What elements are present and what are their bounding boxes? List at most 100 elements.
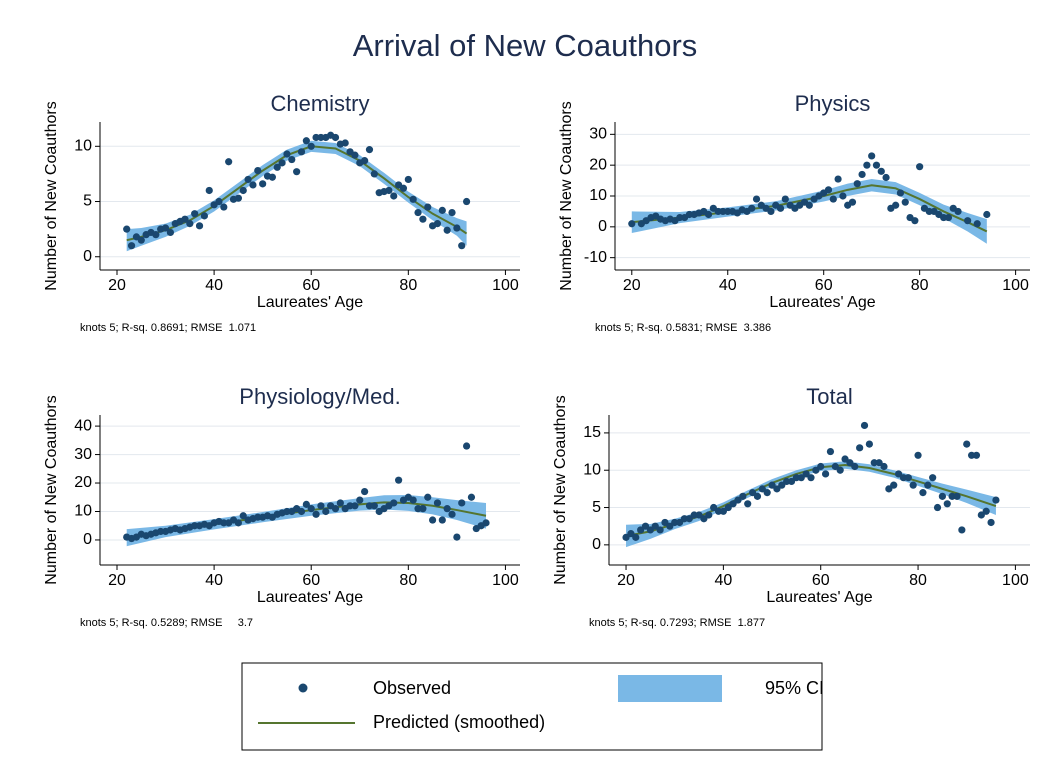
- observed-point: [409, 195, 417, 203]
- observed-point: [399, 184, 408, 192]
- y-tick-label: 15: [583, 424, 601, 441]
- observed-point: [821, 470, 830, 478]
- observed-point: [273, 163, 281, 171]
- observed-point: [200, 212, 208, 220]
- x-tick-label: 40: [205, 277, 223, 294]
- y-tick-label: -10: [584, 249, 607, 266]
- y-tick-label: 0: [592, 536, 601, 553]
- x-tick-label: 80: [399, 572, 417, 589]
- x-tick-label: 20: [108, 277, 126, 294]
- observed-point: [767, 207, 775, 216]
- observed-point: [911, 217, 919, 225]
- legend-swatch: [618, 675, 722, 702]
- observed-point: [458, 242, 466, 250]
- observed-point: [851, 462, 859, 471]
- observed-point: [448, 208, 456, 217]
- observed-point: [973, 220, 981, 228]
- observed-point: [234, 194, 242, 202]
- observed-point: [858, 170, 866, 179]
- observed-point: [882, 173, 890, 182]
- observed-point: [763, 489, 771, 497]
- observed-point: [744, 500, 752, 508]
- observed-point: [239, 512, 247, 520]
- y-tick-label: 5: [592, 499, 601, 516]
- observed-point: [409, 496, 417, 504]
- observed-point: [443, 226, 451, 234]
- observed-point: [863, 161, 871, 169]
- observed-point: [983, 210, 991, 219]
- observed-point: [370, 502, 378, 510]
- observed-point: [748, 204, 756, 212]
- observed-point: [958, 526, 966, 534]
- observed-point: [734, 496, 742, 504]
- legend-label: Observed: [373, 678, 451, 698]
- y-axis-label: Number of New Coauthors: [558, 101, 575, 290]
- observed-point: [302, 500, 310, 508]
- observed-point: [802, 470, 810, 478]
- observed-point: [191, 210, 199, 218]
- observed-point: [666, 522, 674, 530]
- observed-point: [892, 201, 900, 209]
- x-axis-label: Laureates' Age: [769, 294, 875, 311]
- observed-point: [831, 462, 839, 471]
- observed-point: [365, 146, 374, 154]
- observed-point: [249, 181, 257, 189]
- observed-point: [361, 157, 369, 165]
- observed-point: [462, 197, 471, 206]
- observed-point: [944, 213, 953, 222]
- figure-title: Arrival of New Coauthors: [353, 28, 698, 63]
- observed-point: [812, 466, 820, 474]
- observed-point: [841, 455, 849, 463]
- observed-point: [351, 151, 359, 159]
- panel-title: Physics: [795, 91, 871, 116]
- y-tick-label: 20: [589, 156, 607, 173]
- observed-point: [695, 511, 703, 519]
- fit-note: knots 5; R-sq. 0.7293; RMSE 1.877: [589, 617, 765, 629]
- observed-point: [729, 500, 737, 508]
- observed-point: [283, 150, 291, 158]
- x-axis-label: Laureates' Age: [257, 294, 363, 311]
- x-tick-label: 80: [909, 572, 927, 589]
- observed-point: [704, 210, 713, 219]
- observed-point: [628, 220, 636, 228]
- observed-point: [860, 421, 869, 430]
- legend-label: 95% CI: [765, 678, 824, 698]
- observed-point: [467, 493, 476, 501]
- observed-point: [954, 207, 962, 216]
- observed-point: [293, 168, 301, 176]
- observed-point: [385, 186, 393, 195]
- observed-point: [909, 481, 917, 489]
- observed-point: [181, 215, 189, 223]
- y-tick-label: 0: [83, 248, 92, 265]
- observed-point: [390, 192, 398, 200]
- ci-band: [126, 494, 487, 547]
- observed-point: [370, 170, 378, 178]
- observed-point: [651, 522, 659, 530]
- observed-point: [839, 192, 847, 200]
- observed-point: [433, 220, 442, 228]
- observed-point: [807, 474, 815, 482]
- y-tick-label: 30: [589, 126, 607, 143]
- x-tick-label: 100: [1002, 277, 1029, 294]
- observed-point: [443, 505, 451, 513]
- legend-marker: [298, 683, 308, 693]
- x-tick-label: 40: [719, 277, 737, 294]
- x-tick-label: 40: [714, 572, 732, 589]
- observed-point: [351, 502, 359, 510]
- observed-point: [152, 231, 160, 239]
- observed-point: [685, 515, 693, 523]
- observed-point: [700, 515, 708, 523]
- observed-point: [829, 195, 837, 203]
- observed-point: [195, 222, 204, 230]
- observed-point: [254, 166, 262, 175]
- y-tick-label: 10: [589, 187, 607, 204]
- observed-point: [414, 208, 422, 217]
- observed-point: [776, 204, 785, 212]
- y-tick-label: 20: [74, 474, 92, 491]
- observed-point: [836, 466, 844, 474]
- observed-point: [404, 175, 412, 184]
- observed-point: [166, 228, 175, 237]
- observed-point: [123, 225, 131, 233]
